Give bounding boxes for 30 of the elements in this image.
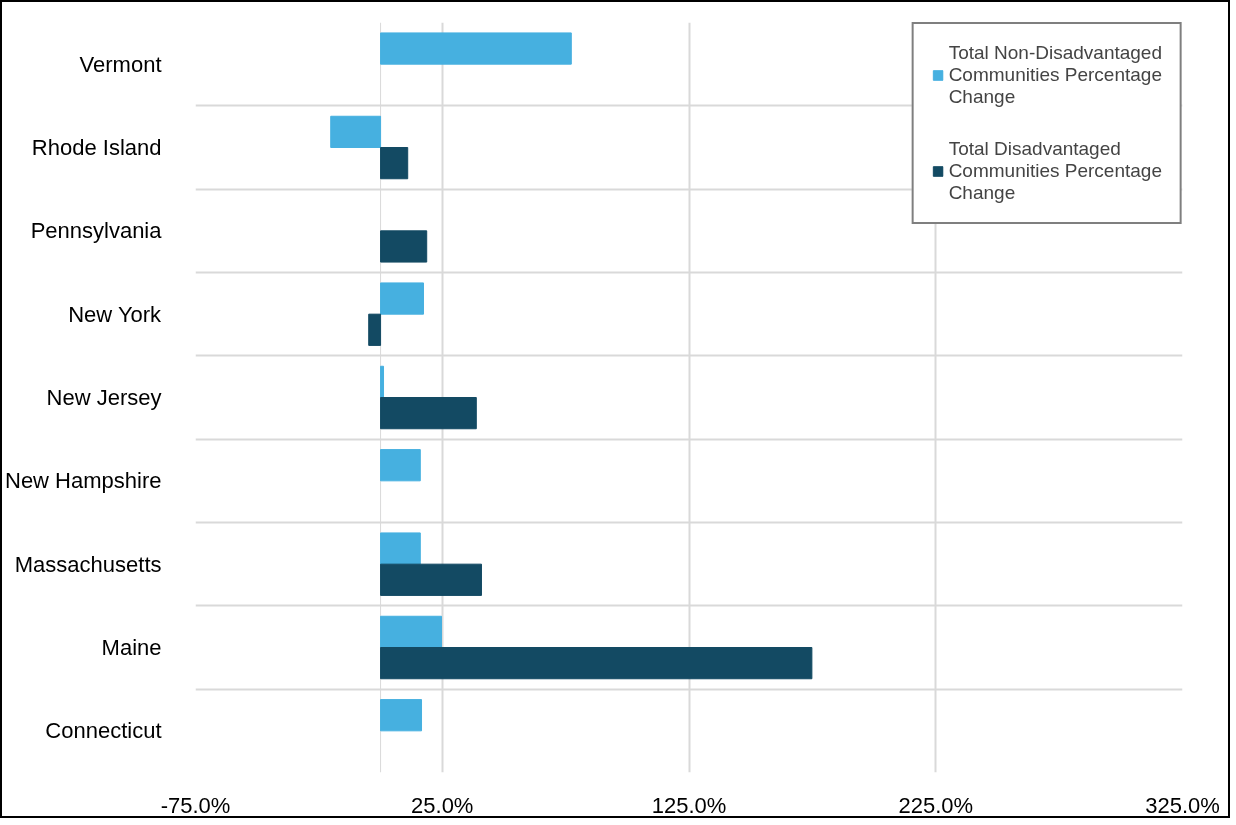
x-tick-label: 225.0% bbox=[898, 792, 974, 818]
bar bbox=[368, 313, 382, 346]
bar bbox=[380, 699, 423, 732]
y-tick-label: New Hampshire bbox=[5, 468, 162, 494]
y-tick-label: Rhode Island bbox=[31, 135, 162, 160]
bar bbox=[380, 563, 482, 596]
bar bbox=[380, 365, 385, 398]
y-tick-label: Maine bbox=[101, 635, 162, 660]
bar bbox=[380, 615, 443, 648]
bar bbox=[380, 147, 409, 180]
legend-label: Total Non-Disadvantaged Communities Percentage Change bbox=[948, 42, 1162, 108]
bar bbox=[330, 115, 382, 148]
y-tick-label: Vermont bbox=[79, 51, 162, 77]
x-tick-label: 25.0% bbox=[411, 792, 474, 818]
x-tick-label: 325.0% bbox=[1145, 792, 1220, 818]
bar bbox=[380, 230, 428, 263]
y-tick-label: Massachusetts bbox=[14, 551, 162, 577]
bar bbox=[380, 532, 421, 565]
bar bbox=[380, 32, 572, 65]
y-tick-label: New Jersey bbox=[46, 385, 162, 410]
x-tick-label: 125.0% bbox=[651, 792, 727, 818]
x-tick-label: -75.0% bbox=[160, 792, 231, 818]
bar bbox=[380, 647, 813, 680]
bar bbox=[380, 282, 424, 315]
bar bbox=[380, 449, 421, 482]
bar bbox=[380, 397, 477, 430]
legend-label: Total Disadvantaged Communities Percentage Change bbox=[948, 138, 1162, 204]
y-tick-label: New York bbox=[68, 301, 163, 327]
y-tick-label: Pennsylvania bbox=[30, 218, 163, 244]
y-tick-label: Connecticut bbox=[45, 718, 162, 744]
